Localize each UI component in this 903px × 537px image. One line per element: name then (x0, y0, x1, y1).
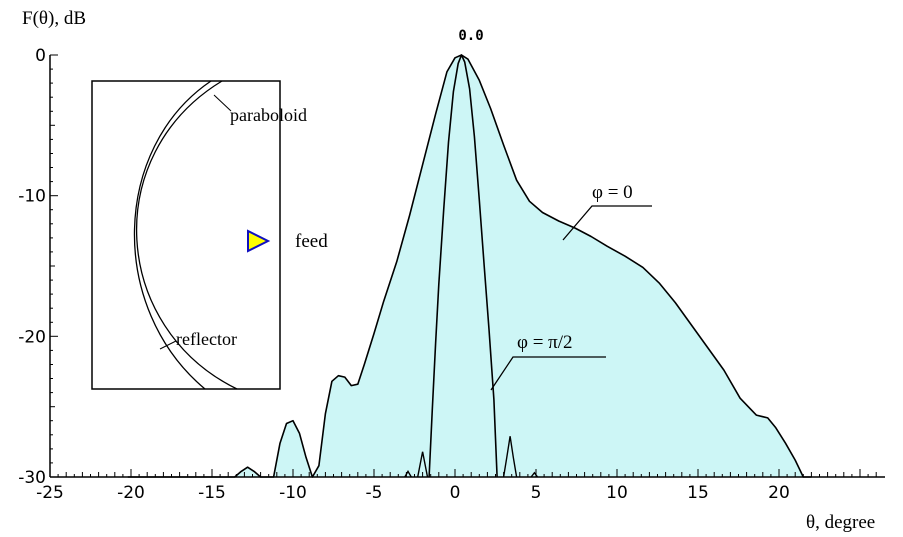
reflector-curve (136, 80, 238, 390)
paraboloid-curve (133, 80, 212, 390)
x-tick-label: 10 (606, 483, 628, 503)
x-tick-label: -20 (117, 483, 145, 503)
x-axis-label: θ, degree (806, 512, 875, 533)
y-tick-label: 0 (35, 46, 46, 66)
x-tick-label: 0 (450, 483, 461, 503)
tick-layer: -25 -20 -15 -10 -5 0 5 10 15 20 0 -10 -20 -30 (18, 46, 877, 503)
series-phi0-sidelobe (417, 451, 429, 478)
y-tick-label: -30 (18, 468, 46, 488)
series-phi0-line (127, 54, 812, 478)
y-tick-label: -10 (18, 187, 46, 207)
reflector-inset: paraboloid reflector (91, 80, 307, 390)
x-tick-label: -5 (366, 483, 383, 503)
series-phi-pi2-line (428, 54, 498, 478)
reflector-label: reflector (176, 329, 237, 349)
series-phi0-sidelobe (404, 470, 412, 478)
paraboloid-leader (213, 94, 232, 112)
series-phi0-sidelobe-fill (503, 436, 517, 477)
annotation-phi0: φ = 0 (562, 182, 652, 241)
y-tick-label: -20 (18, 327, 46, 347)
x-tick-label: 20 (768, 483, 790, 503)
pattern-curve-layer (127, 54, 812, 478)
series-phi0-sidelobe (502, 436, 518, 478)
series-phi0-sidelobe-fill (417, 451, 428, 477)
x-tick-label: -15 (198, 483, 226, 503)
x-tick-label: -25 (36, 483, 64, 503)
annotation-phi-pi2-leader (490, 356, 606, 391)
annotation-phi-pi2-text: φ = π/2 (517, 332, 573, 353)
x-tick-label: 15 (687, 483, 709, 503)
annotation-phi-pi2: φ = π/2 (490, 332, 606, 391)
x-tick-label: 5 (531, 483, 542, 503)
feed-icon (247, 229, 271, 253)
series-phi0-sidelobe (530, 471, 539, 478)
x-tick-label: -10 (279, 483, 307, 503)
reflector-leader (159, 340, 177, 350)
feed-label: feed (295, 231, 328, 252)
series-phi0-area (127, 55, 812, 477)
paraboloid-label: paraboloid (230, 105, 307, 125)
peak-value-label: 0.0 (458, 28, 483, 44)
y-axis-label: F(θ), dB (22, 8, 86, 29)
annotation-phi0-text: φ = 0 (592, 182, 633, 203)
annotation-phi0-leader (562, 205, 652, 241)
